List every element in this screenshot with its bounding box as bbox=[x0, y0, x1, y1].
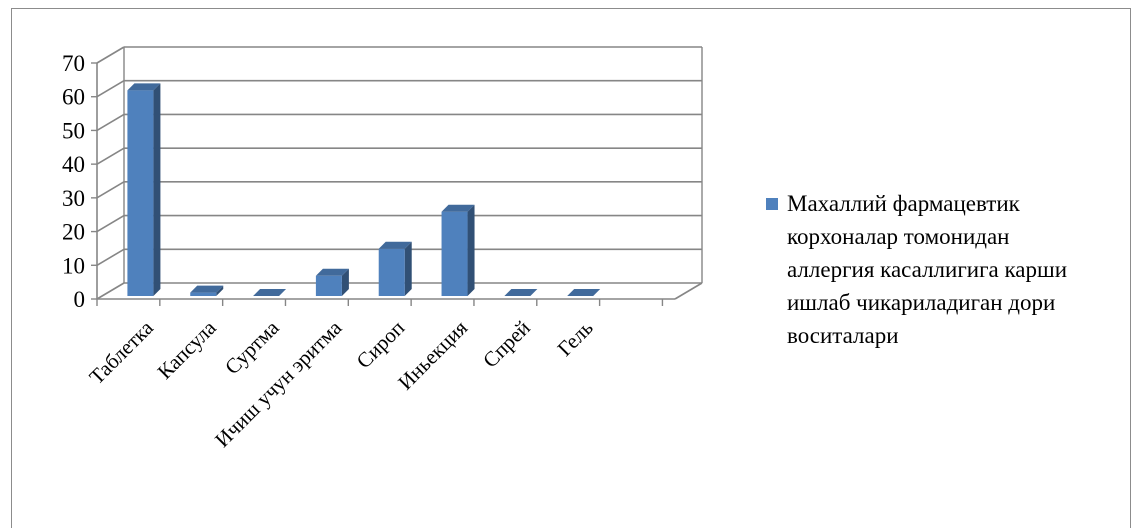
floor-edge bbox=[675, 283, 702, 299]
bar bbox=[379, 242, 412, 296]
gridline-depth bbox=[97, 283, 124, 299]
y-tick-label: 50 bbox=[62, 118, 85, 143]
bar bbox=[316, 269, 349, 296]
gridline-depth bbox=[97, 81, 124, 97]
y-tick-label: 70 bbox=[62, 51, 85, 76]
y-tick-label: 20 bbox=[62, 220, 85, 245]
bar bbox=[567, 289, 600, 296]
gridline-depth bbox=[97, 216, 124, 232]
gridline-depth bbox=[97, 182, 124, 198]
bar bbox=[127, 83, 160, 296]
bar-front bbox=[379, 249, 405, 296]
bar-side bbox=[153, 83, 160, 296]
bar-side bbox=[468, 205, 475, 296]
x-tick-label: Иньекция bbox=[393, 315, 472, 394]
gridline-depth bbox=[97, 47, 124, 63]
bar-front bbox=[190, 293, 216, 296]
y-tick-label: 10 bbox=[62, 253, 85, 278]
bar-front bbox=[127, 90, 153, 296]
bar bbox=[190, 286, 223, 296]
gridline-depth bbox=[97, 148, 124, 164]
bar-front bbox=[442, 212, 468, 296]
legend-line: Махаллий фармацевтик bbox=[787, 191, 1021, 216]
bar-top bbox=[253, 289, 286, 296]
x-tick-label: Таблетка bbox=[84, 315, 158, 389]
bar bbox=[253, 289, 286, 296]
legend: Махаллий фармацевтик корхоналар томонида… bbox=[766, 191, 1067, 348]
legend-swatch bbox=[766, 198, 778, 210]
y-tick-label: 30 bbox=[62, 186, 85, 211]
x-tick-label: Гель bbox=[553, 316, 598, 361]
bars bbox=[127, 83, 600, 296]
y-axis-ticks: 0 10 20 30 40 50 60 70 bbox=[62, 51, 97, 312]
x-tick-label: Капсула bbox=[153, 315, 222, 384]
gridline-depth bbox=[97, 249, 124, 265]
legend-line: воситалари bbox=[787, 323, 899, 348]
y-tick-label: 40 bbox=[62, 152, 85, 177]
bar bbox=[504, 289, 537, 296]
x-tick-label: Сироп bbox=[352, 316, 410, 374]
y-tick-label: 60 bbox=[62, 85, 85, 110]
bar-front bbox=[316, 276, 342, 296]
bar-side bbox=[405, 242, 412, 296]
bar bbox=[442, 205, 475, 296]
legend-line: аллергия касаллигига карши bbox=[787, 257, 1067, 282]
y-tick-label: 0 bbox=[74, 287, 86, 312]
legend-line: корхоналар томонидан bbox=[787, 224, 1010, 249]
legend-line: ишлаб чикариладиган дори bbox=[787, 290, 1055, 315]
gridline-depth bbox=[97, 114, 124, 130]
bar-top bbox=[567, 289, 600, 296]
x-tick-label: Спрей bbox=[478, 316, 535, 373]
bar-top bbox=[504, 289, 537, 296]
